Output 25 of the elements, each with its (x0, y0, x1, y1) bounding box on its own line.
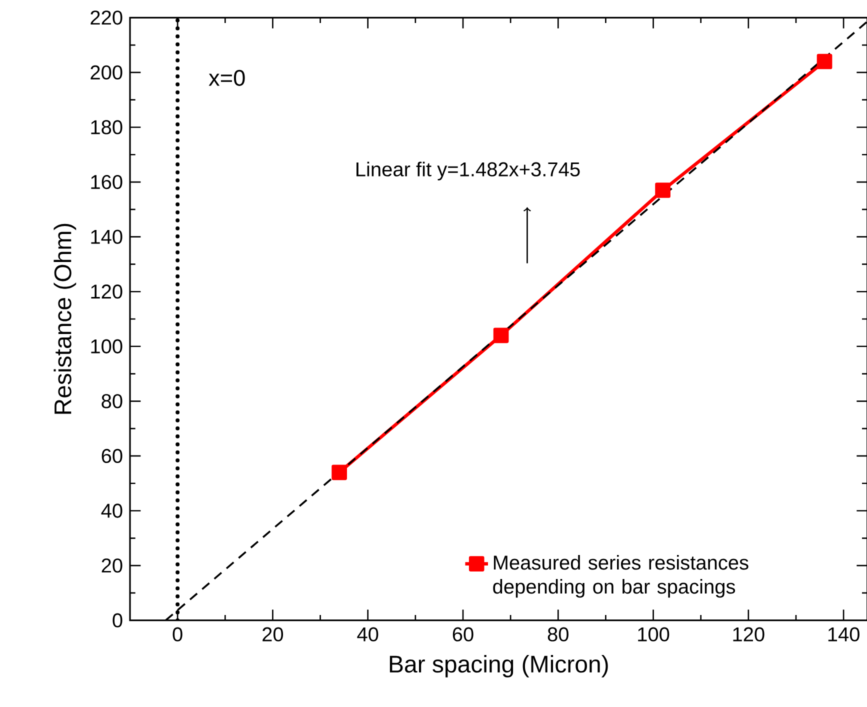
x-tick-label: 100 (638, 627, 670, 642)
legend-label: Measured series resistances depending on bar spacings (493, 555, 748, 598)
y-tick-label: 20 (102, 558, 122, 573)
y-tick-label: 60 (102, 448, 122, 464)
x-tick-label: 60 (452, 627, 474, 642)
x-tick-label: 20 (262, 627, 284, 642)
y-tick-label: 160 (91, 174, 122, 190)
x-tick-label: 40 (357, 627, 378, 642)
y-tick-label: 100 (91, 339, 122, 354)
x-tick-label: 0 (172, 627, 182, 642)
y-tick-label: 220 (90, 10, 122, 25)
x-tick-label: 140 (828, 627, 860, 642)
annotation: Linear fit y=1.482x+3.745 (356, 162, 580, 180)
y-tick-label: 180 (91, 120, 122, 134)
x-tick-label: 80 (548, 627, 568, 642)
y-tick-label: 40 (101, 504, 122, 518)
y-tick-label: 120 (91, 284, 122, 299)
ref-line-label: x=0 (208, 70, 245, 86)
y-axis-title: Resistance (Ohm) (54, 224, 76, 414)
x-tick-label: 120 (733, 627, 764, 642)
y-tick-label: 0 (112, 613, 122, 628)
x-axis-title: Bar spacing (Micron) (390, 655, 608, 678)
y-tick-label: 80 (102, 394, 122, 408)
y-tick-label: 200 (90, 65, 122, 80)
y-tick-label: 140 (91, 230, 122, 244)
